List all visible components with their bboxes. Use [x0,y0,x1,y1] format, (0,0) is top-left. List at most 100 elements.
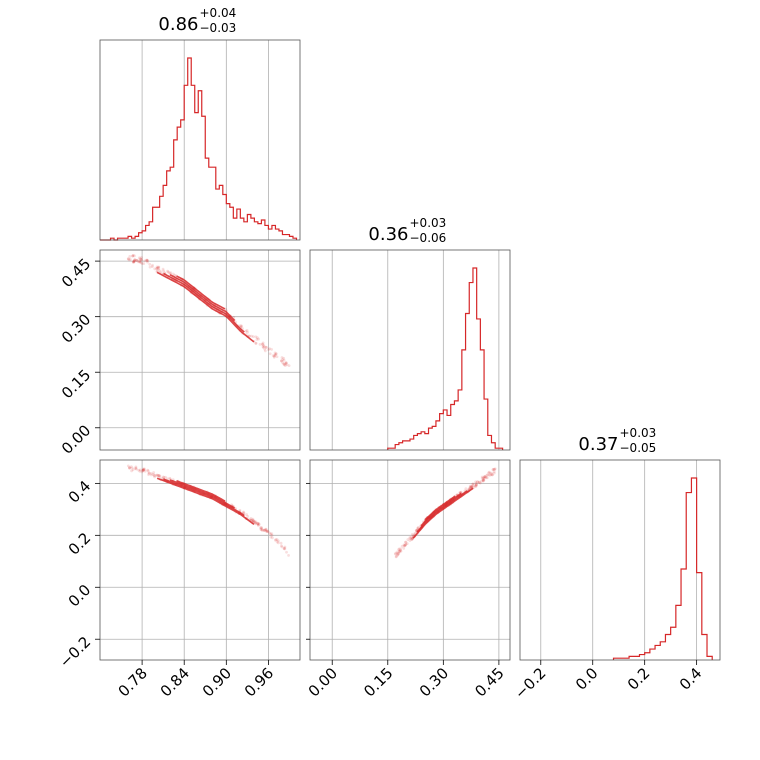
sample-point [138,260,142,264]
sample-point [474,483,478,486]
sample-point [157,267,161,271]
sample-point [399,548,403,552]
scatter-panel-1 [99,249,301,451]
sample-point [133,254,136,258]
sample-point [480,477,484,480]
sample-point [134,465,138,469]
sample-point [135,258,139,262]
panel-frame [99,459,301,661]
sample-point [267,348,270,351]
sample-point [130,466,134,470]
density-contour [424,495,456,521]
sample-point [398,550,401,553]
sample-point [409,535,413,539]
sample-point [472,485,476,489]
sample-point [257,521,260,525]
sample-point [260,526,263,530]
sample-point [408,537,412,541]
sample-point [164,475,167,479]
sample-point [274,352,278,356]
sample-point [280,356,284,359]
x-tick-label: 0.2 [624,664,654,694]
y-tick-label: 0.30 [58,310,94,346]
sample-point [146,469,150,473]
sample-point [268,347,271,351]
sample-point [131,254,134,258]
histogram-panel-2: 0.36+0.03−0.06 [309,216,511,451]
sample-point [138,259,141,263]
sample-point [143,469,147,473]
sample-point [281,358,285,362]
sample-point [136,260,140,264]
sample-point [259,527,263,531]
sample-point [126,464,130,468]
sample-point [156,266,159,270]
sample-point [468,485,472,489]
sample-point [280,359,283,363]
sample-point [285,363,289,367]
density-contour [176,275,226,310]
sample-point [471,484,475,488]
sample-point [263,349,267,353]
sample-point [280,544,283,548]
sample-point [142,262,146,266]
sample-point [162,269,166,273]
sample-point [145,258,149,262]
sample-point [138,257,142,261]
sample-point [284,361,288,365]
sample-point [264,345,268,349]
sample-point [131,260,135,264]
sample-point [482,478,485,482]
sample-point [132,260,136,264]
sample-point [137,468,141,472]
panel-frame [99,249,301,451]
sample-point [397,549,401,553]
x-tick-label: 0.90 [199,664,235,700]
sample-point [261,343,264,346]
density-contour [176,480,226,502]
sample-point [152,474,156,477]
sample-point [468,484,472,488]
sample-point [254,341,258,345]
sample-point [255,336,259,340]
sample-point [410,538,414,541]
sample-point [272,354,276,358]
sample-point [274,538,277,542]
sample-point [274,538,278,541]
sample-point [155,269,159,273]
sample-point [253,522,257,526]
density-contour [169,274,236,322]
sample-point [404,543,408,547]
sample-point [148,262,152,266]
sample-point [157,268,161,272]
sample-point [147,471,151,475]
sample-point [167,271,171,275]
histogram-step-3 [612,477,713,660]
sample-point [256,522,260,526]
sample-point [140,262,144,265]
sample-point [157,475,161,479]
sample-point [482,477,486,480]
sample-point [398,549,402,553]
sample-point [486,473,490,477]
sample-point [259,526,262,529]
sample-point [273,353,277,357]
sample-point [491,467,495,471]
sample-point [485,476,489,480]
sample-point [146,259,149,263]
sample-point [287,364,291,368]
sample-point [280,545,284,549]
sample-point [276,541,280,545]
sample-point [282,356,286,360]
sample-point [145,258,149,262]
sample-point [260,526,263,529]
sample-point [399,547,403,551]
sample-point [410,537,414,541]
density-contour [156,477,255,526]
sample-point [153,267,157,271]
sample-point [128,255,132,258]
sample-point [239,324,242,327]
sample-point [138,468,142,472]
title-value-2: 0.36 [368,224,408,245]
sample-point [264,527,268,531]
